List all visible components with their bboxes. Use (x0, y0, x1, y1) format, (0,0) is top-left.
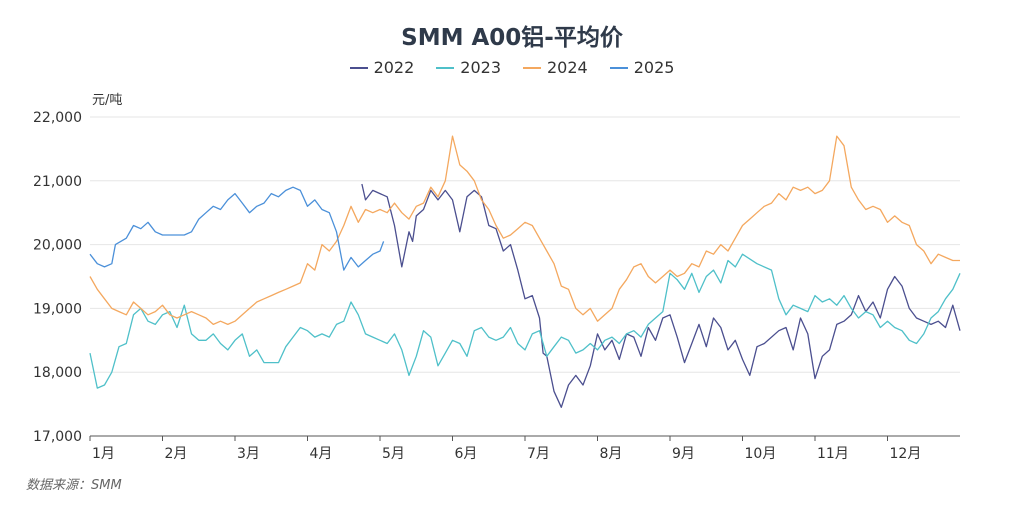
x-tick-label: 4月 (310, 446, 333, 462)
legend-item-2025[interactable]: 2025 (609, 58, 675, 77)
y-tick-label: 22,000 (33, 110, 82, 126)
legend: 2022 2023 2024 2025 (0, 58, 1024, 77)
x-tick-label: 8月 (600, 446, 623, 462)
x-tick-label: 11月 (817, 446, 849, 462)
legend-item-2024[interactable]: 2024 (523, 58, 588, 77)
y-tick-label: 18,000 (33, 365, 82, 381)
legend-label-2023: 2023 (460, 58, 501, 77)
series-line-2025[interactable] (89, 186, 385, 271)
x-tick-label: 9月 (672, 446, 695, 462)
y-tick-label: 19,000 (33, 301, 82, 317)
legend-item-2022[interactable]: 2022 (349, 58, 415, 77)
y-axis-unit-label: 元/吨 (92, 93, 123, 108)
legend-label-2022: 2022 (373, 58, 415, 77)
x-tick-label: 2月 (165, 446, 188, 462)
series-line-2022[interactable] (361, 183, 961, 408)
source-note: 数据来源：SMM (26, 478, 122, 493)
y-tick-label: 20,000 (33, 238, 82, 254)
x-tick-label: 3月 (237, 446, 260, 462)
x-tick-label: 5月 (382, 446, 405, 462)
legend-swatch-2024 (523, 66, 541, 69)
x-tick-label: 6月 (455, 446, 478, 462)
x-tick-label: 12月 (890, 446, 922, 462)
series-layer (89, 135, 961, 408)
legend-label-2024: 2024 (547, 58, 588, 77)
series-line-2024[interactable] (89, 135, 960, 326)
y-tick-label: 21,000 (33, 174, 82, 190)
x-tick-label: 1月 (92, 446, 115, 462)
y-tick-label: 17,000 (33, 429, 82, 445)
legend-swatch-2025 (609, 66, 628, 69)
x-tick-label: 7月 (527, 446, 550, 462)
legend-swatch-2022 (349, 66, 368, 69)
chart-title: SMM A00铝-平均价 (401, 25, 623, 51)
axis-layer: 17,000 18,000 19,000 20,000 21,000 22,000 1月 2月… (33, 110, 960, 462)
x-tick-label: 10月 (745, 446, 777, 462)
legend-item-2023[interactable]: 2023 (436, 58, 501, 77)
legend-label-2025: 2025 (633, 58, 675, 77)
grid-layer (90, 116, 960, 373)
series-line-2023[interactable] (89, 253, 961, 389)
legend-swatch-2023 (436, 66, 455, 69)
